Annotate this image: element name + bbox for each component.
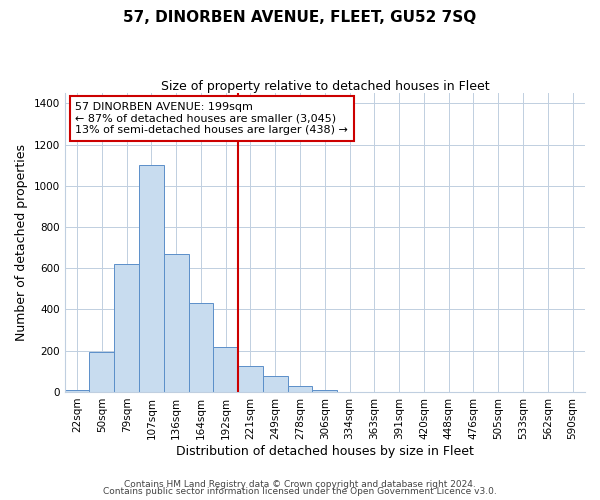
Bar xyxy=(214,346,238,392)
Text: Contains public sector information licensed under the Open Government Licence v3: Contains public sector information licen… xyxy=(103,487,497,496)
Bar xyxy=(164,254,188,392)
Bar xyxy=(313,390,337,392)
Bar xyxy=(114,264,139,392)
Text: Contains HM Land Registry data © Crown copyright and database right 2024.: Contains HM Land Registry data © Crown c… xyxy=(124,480,476,489)
X-axis label: Distribution of detached houses by size in Fleet: Distribution of detached houses by size … xyxy=(176,444,474,458)
Bar xyxy=(188,304,214,392)
Text: 57, DINORBEN AVENUE, FLEET, GU52 7SQ: 57, DINORBEN AVENUE, FLEET, GU52 7SQ xyxy=(124,10,476,25)
Bar xyxy=(139,165,164,392)
Bar xyxy=(238,366,263,392)
Bar xyxy=(89,352,114,392)
Bar xyxy=(65,390,89,392)
Bar xyxy=(287,386,313,392)
Text: 57 DINORBEN AVENUE: 199sqm
← 87% of detached houses are smaller (3,045)
13% of s: 57 DINORBEN AVENUE: 199sqm ← 87% of deta… xyxy=(75,102,348,135)
Y-axis label: Number of detached properties: Number of detached properties xyxy=(15,144,28,341)
Bar xyxy=(263,376,287,392)
Title: Size of property relative to detached houses in Fleet: Size of property relative to detached ho… xyxy=(161,80,489,93)
